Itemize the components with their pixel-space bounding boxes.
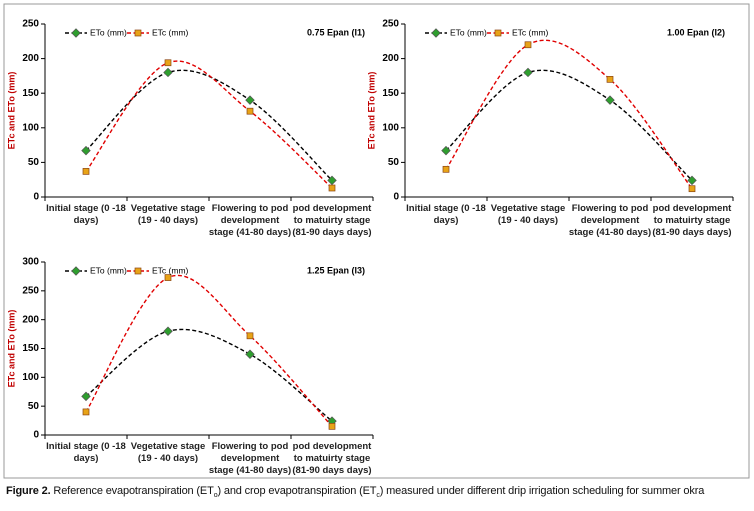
caption-text: ) measured under different drip irrigati… <box>379 485 705 497</box>
y-tick-label: 150 <box>382 88 399 99</box>
chart-title: 1.00 Epan (I2) <box>667 27 725 37</box>
x-tick-label: Flowering to pod development stage (41-8… <box>208 203 292 238</box>
legend-label: ETo (mm) <box>450 27 487 37</box>
y-axis-label: ETc and ETo (mm) <box>6 72 16 150</box>
chart: 0 50 100 150 200 250 ETc and ETo (mm) 1.00 Epan… <box>366 19 734 203</box>
y-tick-label: 200 <box>22 53 39 64</box>
legend-marker <box>431 28 441 38</box>
y-tick-label: 0 <box>393 192 399 203</box>
point <box>441 145 451 156</box>
caption-text: ) and crop evapotranspiration (ET <box>217 485 377 497</box>
point <box>82 408 90 416</box>
x-tick-label: Vegetative stage (19 - 40 days) <box>130 441 206 464</box>
legend-label: ETc (mm) <box>512 27 549 37</box>
y-tick-label: 100 <box>22 122 39 133</box>
y-tick-label: 50 <box>388 157 400 168</box>
x-tick-label: Vegetative stage (19 - 40 days) <box>130 203 206 226</box>
y-tick-label: 250 <box>382 19 399 30</box>
point <box>327 175 337 186</box>
y-tick-label: 100 <box>382 122 399 133</box>
chart: 0 50 100 150 200 250 ETc and ETo (mm) 0.75 Epan… <box>6 19 374 203</box>
x-tick-label: Initial stage (0 -18 days) <box>46 203 126 226</box>
y-tick-label: 150 <box>22 88 39 99</box>
series-line <box>445 39 693 190</box>
x-tick-label: Initial stage (0 -18 days) <box>406 203 486 226</box>
chart-title: 1.25 Epan (I3) <box>307 265 365 275</box>
point <box>328 184 336 192</box>
series-line <box>85 274 333 427</box>
point <box>163 326 173 336</box>
y-tick-label: 150 <box>22 343 39 354</box>
x-tick-label: Flowering to pod development stage (41-8… <box>568 203 652 238</box>
y-tick-label: 0 <box>33 192 39 203</box>
y-tick-label: 50 <box>28 401 40 412</box>
x-tick-label: Flowering to pod development stage (41-8… <box>208 441 292 476</box>
x-tick-label: pod development to matuirty stage (81-90… <box>652 203 732 238</box>
legend-marker <box>71 28 81 38</box>
caption-sub: c <box>376 492 380 500</box>
y-tick-label: 50 <box>28 157 40 168</box>
point <box>245 95 255 105</box>
y-tick-label: 100 <box>22 372 39 383</box>
point <box>246 107 254 115</box>
figure-border <box>3 3 750 479</box>
series-line <box>445 69 693 181</box>
point <box>606 76 614 83</box>
point <box>245 349 255 360</box>
x-tick-label: pod development to matuirty stage (81-90… <box>292 441 372 476</box>
x-tick-label: Initial stage (0 -18 days) <box>46 441 126 464</box>
point <box>605 95 615 105</box>
x-tick-label: Vegetative stage (19 - 40 days) <box>490 203 566 226</box>
caption-label: Figure 2. <box>6 485 51 497</box>
legend-marker <box>71 266 81 276</box>
caption-sub: o <box>213 492 218 500</box>
x-tick-label: pod development to matuirty stage (81-90… <box>292 203 372 238</box>
point <box>523 67 533 78</box>
chart-title: 0.75 Epan (I1) <box>307 27 365 37</box>
point <box>687 175 697 186</box>
legend-label: ETc (mm) <box>152 265 189 275</box>
point <box>688 185 696 193</box>
y-tick-label: 250 <box>22 285 39 296</box>
y-axis-label: ETc and ETo (mm) <box>6 310 16 388</box>
point <box>246 332 254 340</box>
y-axis-label: ETc and ETo (mm) <box>366 72 376 150</box>
y-tick-label: 200 <box>22 314 39 325</box>
chart: 0 50 100 150 200 250 300 ETc and ETo (mm) 1.25 E… <box>6 257 374 441</box>
point <box>328 423 336 430</box>
caption-text: Reference evapotranspiration (ET <box>50 485 214 497</box>
series-line <box>85 69 333 181</box>
point <box>164 59 172 67</box>
point <box>163 67 173 78</box>
legend-marker <box>494 29 502 37</box>
point <box>81 145 91 156</box>
legend-marker <box>134 267 142 275</box>
point <box>81 391 91 402</box>
legend-label: ETc (mm) <box>152 27 189 37</box>
legend-marker <box>134 29 142 37</box>
series-line <box>85 60 333 189</box>
y-tick-label: 250 <box>22 19 39 30</box>
point <box>82 168 90 175</box>
series-line <box>85 328 333 422</box>
y-tick-label: 300 <box>22 257 39 268</box>
legend-label: ETo (mm) <box>90 27 127 37</box>
point <box>524 41 532 49</box>
point <box>164 274 172 281</box>
y-tick-label: 0 <box>33 430 39 441</box>
y-tick-label: 200 <box>382 53 399 64</box>
legend-label: ETo (mm) <box>90 265 127 275</box>
point <box>442 165 450 173</box>
caption: Figure 2. Reference evapotranspiration (… <box>6 485 704 499</box>
